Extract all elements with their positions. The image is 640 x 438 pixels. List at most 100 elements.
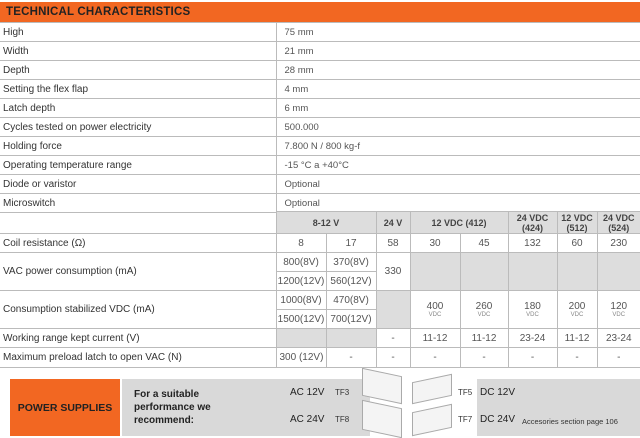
cell-value: 200 <box>568 300 586 312</box>
cell: - <box>556 347 598 368</box>
cell: 23-24 <box>507 328 558 348</box>
spec-row: High 75 mm <box>0 22 640 42</box>
ac12-label: AC 12V <box>290 387 325 398</box>
spec-label: Diode or varistor <box>0 174 276 194</box>
recommend-panel <box>122 379 370 436</box>
cell: 200 VDC <box>556 290 598 329</box>
col-header: 12 VDC (512) <box>556 211 598 234</box>
spec-value: Optional <box>275 174 640 194</box>
spec-label: Holding force <box>0 136 276 156</box>
cell: 700(12V) <box>325 309 376 329</box>
cell: 230 <box>596 233 640 253</box>
cell: 260 VDC <box>459 290 509 329</box>
spec-value: 6 mm <box>275 98 640 118</box>
cell: 180 VDC <box>507 290 558 329</box>
dc12-label: DC 12V <box>480 387 516 398</box>
power-supplies-label: POWER SUPPLIES <box>10 379 120 436</box>
cell-unit: VDC <box>526 311 539 318</box>
tf5-device-image <box>412 373 452 405</box>
cell: 400 VDC <box>409 290 461 329</box>
col-header: 12 VDC (412) <box>409 211 509 234</box>
dc-panel <box>477 379 640 436</box>
cell: 300 (12V) <box>275 347 327 368</box>
specs-table: High 75 mm Width 21 mm Depth 28 mm Setting the… <box>0 22 640 213</box>
cell: - <box>375 347 411 368</box>
cell-unit: VDC <box>477 311 491 318</box>
cell: 30 <box>409 233 461 253</box>
spec-row: Operating temperature range -15 °C a +40°… <box>0 155 640 175</box>
spec-label: Setting the flex flap <box>0 79 276 99</box>
spec-row: Depth 28 mm <box>0 60 640 80</box>
row-label: Coil resistance (Ω) <box>0 233 277 253</box>
spec-label: Microswitch <box>0 193 276 213</box>
spec-label: Latch depth <box>0 98 276 118</box>
cell: 132 <box>507 233 558 253</box>
spec-value: 75 mm <box>275 22 640 42</box>
row-label: VAC power consumption (mA) <box>0 252 277 291</box>
tf8-label: TF8 <box>335 415 350 424</box>
working-row: Working range kept current (V) -11-12 11-… <box>0 328 640 348</box>
tf7-label: TF7 <box>458 415 473 424</box>
spec-value: 21 mm <box>275 41 640 61</box>
dc24-label: DC 24V <box>480 414 516 425</box>
cell: 800(8V) <box>275 252 327 272</box>
cell: - <box>596 347 640 368</box>
spec-value: 28 mm <box>275 60 640 80</box>
row-label: Consumption stabilized VDC (mA) <box>0 290 277 329</box>
spec-value: 500.000 <box>275 117 640 137</box>
cell: 1500(12V) <box>275 309 327 329</box>
cell: 560(12V) <box>325 271 376 291</box>
tf5-label: TF5 <box>458 388 473 397</box>
cell: 1000(8V) <box>275 290 327 310</box>
spec-row: Holding force 7.800 N / 800 kg-f <box>0 136 640 156</box>
cell: 330 <box>375 252 411 291</box>
spec-row: Setting the flex flap 4 mm <box>0 79 640 99</box>
spec-row: Width 21 mm <box>0 41 640 61</box>
cell: - <box>459 347 509 368</box>
col-header: 24 VDC (524) <box>596 211 640 234</box>
cell: - <box>507 347 558 368</box>
section-title: TECHNICAL CHARACTERISTICS <box>0 2 640 22</box>
cell: 370(8V) <box>325 252 377 272</box>
cell: 23-24 <box>596 328 640 348</box>
cell: 58 <box>375 233 411 253</box>
col-header: 24 VDC (424) <box>507 211 558 234</box>
recommend-text: For a suitable performance we recommend: <box>134 389 211 426</box>
spec-row: Diode or varistor Optional <box>0 174 640 194</box>
spec-value: Optional <box>275 193 640 213</box>
cell: 60 <box>556 233 598 253</box>
vac-row: VAC power consumption (mA) 800(8V) 370(8… <box>0 252 640 291</box>
spec-row: Microswitch Optional <box>0 193 640 213</box>
ac24-label: AC 24V <box>290 414 325 425</box>
preload-row: Maximum preload latch to open VAC (N) 30… <box>0 347 640 368</box>
vac-row-2: 1200(12V) 560(12V) <box>0 271 640 291</box>
vdc-row: Consumption stabilized VDC (mA) 1000(8V)… <box>0 290 640 329</box>
coil-row: Coil resistance (Ω) 8 17 58 30 45 132 60 230 <box>0 233 640 253</box>
cell: 1200(12V) <box>275 271 327 291</box>
spec-label: Operating temperature range <box>0 155 276 175</box>
spec-row: Cycles tested on power electricity 500.00… <box>0 117 640 137</box>
spec-value: 7.800 N / 800 kg-f <box>275 136 640 156</box>
cell-value: 180 <box>524 300 541 312</box>
cell-value: 120 <box>610 300 628 312</box>
tf7-device-image <box>412 403 452 437</box>
cell: - <box>409 347 461 368</box>
cell: 470(8V) <box>325 290 377 310</box>
row-label: Maximum preload latch to open VAC (N) <box>0 347 277 368</box>
col-header: 8-12 V <box>275 211 377 234</box>
tf3-label: TF3 <box>335 388 350 397</box>
spec-label: Cycles tested on power electricity <box>0 117 276 137</box>
cell-unit: VDC <box>570 311 584 318</box>
cell: 17 <box>325 233 377 253</box>
spec-value: -15 °C a +40°C <box>275 155 640 175</box>
cell: - <box>375 328 411 348</box>
spec-row: Latch depth 6 mm <box>0 98 640 118</box>
spec-label: Depth <box>0 60 276 80</box>
col-header: 24 V <box>375 211 411 234</box>
cell: - <box>325 347 377 368</box>
spec-label: Width <box>0 41 276 61</box>
cell: 11-12 <box>459 328 509 348</box>
cell: 120 VDC <box>596 290 640 329</box>
voltage-table: 8-12 V 24 V 12 VDC (412) 24 VDC (424) 12… <box>0 211 640 368</box>
cell: 45 <box>459 233 509 253</box>
